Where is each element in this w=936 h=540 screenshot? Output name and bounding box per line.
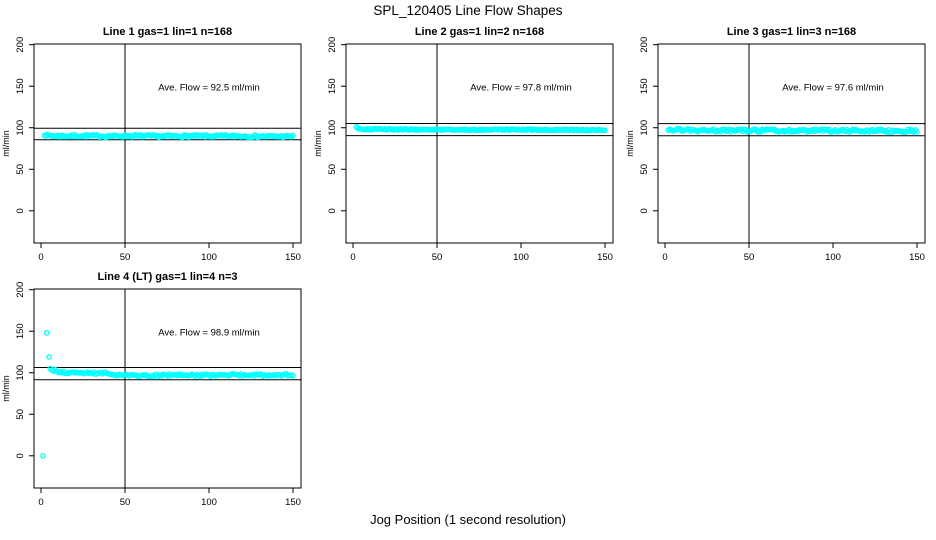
y-axis-label: ml/min (313, 130, 323, 157)
x-tick-label: 0 (662, 252, 667, 263)
plot-box (657, 43, 926, 244)
ave-flow-annotation: Ave. Flow = 97.8 ml/min (470, 82, 571, 93)
ave-flow-annotation: Ave. Flow = 97.6 ml/min (782, 82, 883, 93)
data-points (40, 330, 296, 459)
plot-box (345, 43, 614, 244)
panel-line-1: Line 1 gas=1 lin=1 n=168 0 50 100 150 0 50 100 1… (0, 20, 312, 265)
outlier-point (46, 354, 52, 360)
plot-box (33, 288, 302, 489)
data-points (665, 125, 920, 136)
outlier-point (40, 452, 46, 459)
data-point (602, 127, 608, 134)
y-tick-label: 200 (15, 37, 26, 53)
x-tick-label: 0 (38, 252, 43, 263)
panel-line-4: Line 4 (LT) gas=1 lin=4 n=3 0 50 100 150 0 50 1… (0, 265, 312, 510)
panel-title: Line 4 (LT) gas=1 lin=4 n=3 (97, 271, 237, 283)
panel-line-1-chart: Line 1 gas=1 lin=1 n=168 0 50 100 150 0 50 100 1… (1, 26, 302, 263)
y-tick-label: 0 (15, 453, 26, 458)
data-points (41, 131, 296, 141)
y-tick-label: 200 (639, 37, 650, 53)
y-tick-label: 200 (327, 37, 338, 53)
panel-line-2-chart: Line 2 gas=1 lin=2 n=168 0 50 100 150 0 50 100 1… (313, 26, 614, 263)
panel-line-4-chart: Line 4 (LT) gas=1 lin=4 n=3 0 50 100 150 0 50 1… (1, 271, 302, 508)
data-point (914, 128, 920, 135)
x-tick-label: 50 (744, 252, 755, 263)
data-point (290, 132, 296, 139)
y-tick-label: 100 (327, 120, 338, 136)
panel-title: Line 2 gas=1 lin=2 n=168 (415, 26, 544, 38)
outlier-point (43, 330, 50, 336)
y-tick-label: 100 (639, 120, 650, 136)
x-tick-label: 0 (38, 497, 43, 508)
y-tick-label: 0 (327, 208, 338, 213)
data-point (290, 372, 296, 379)
y-tick-label: 0 (639, 208, 650, 213)
panel-line-2: Line 2 gas=1 lin=2 n=168 0 50 100 150 0 50 100 1… (312, 20, 624, 265)
x-tick-label: 150 (597, 252, 613, 263)
chart-title: SPL_120405 Line Flow Shapes (373, 3, 563, 18)
data-points (353, 123, 608, 134)
ave-flow-annotation: Ave. Flow = 92.5 ml/min (158, 82, 259, 93)
y-axis-label: ml/min (1, 375, 11, 402)
x-tick-label: 50 (120, 252, 131, 263)
x-tick-label: 0 (350, 252, 355, 263)
x-tick-label: 100 (201, 497, 217, 508)
y-tick-label: 150 (639, 78, 650, 94)
x-tick-label: 100 (513, 252, 529, 263)
panel-line-3: Line 3 gas=1 lin=3 n=168 0 50 100 150 0 50 100 1… (624, 20, 936, 265)
y-tick-label: 50 (639, 164, 650, 175)
x-tick-label: 50 (432, 252, 443, 263)
y-tick-label: 150 (327, 78, 338, 94)
plot-box (33, 43, 302, 244)
x-tick-label: 100 (825, 252, 841, 263)
panel-line-3-chart: Line 3 gas=1 lin=3 n=168 0 50 100 150 0 50 100 1… (625, 26, 926, 263)
panel-title: Line 1 gas=1 lin=1 n=168 (103, 26, 232, 38)
y-tick-label: 100 (15, 365, 26, 381)
x-tick-label: 100 (201, 252, 217, 263)
y-tick-label: 50 (15, 409, 26, 420)
ave-flow-annotation: Ave. Flow = 98.9 ml/min (158, 327, 259, 338)
y-tick-label: 100 (15, 120, 26, 136)
y-tick-label: 50 (327, 164, 338, 175)
x-tick-label: 150 (285, 252, 301, 263)
x-tick-label: 150 (285, 497, 301, 508)
y-tick-label: 150 (15, 323, 26, 339)
panel-title: Line 3 gas=1 lin=3 n=168 (727, 26, 856, 38)
x-tick-label: 150 (909, 252, 925, 263)
y-tick-label: 200 (15, 282, 26, 298)
y-axis-label: ml/min (1, 130, 11, 157)
x-axis-label: Jog Position (1 second resolution) (370, 512, 566, 527)
y-axis-label: ml/min (625, 130, 635, 157)
x-tick-label: 50 (120, 497, 131, 508)
y-tick-label: 50 (15, 164, 26, 175)
y-tick-label: 150 (15, 78, 26, 94)
y-tick-label: 0 (15, 208, 26, 213)
